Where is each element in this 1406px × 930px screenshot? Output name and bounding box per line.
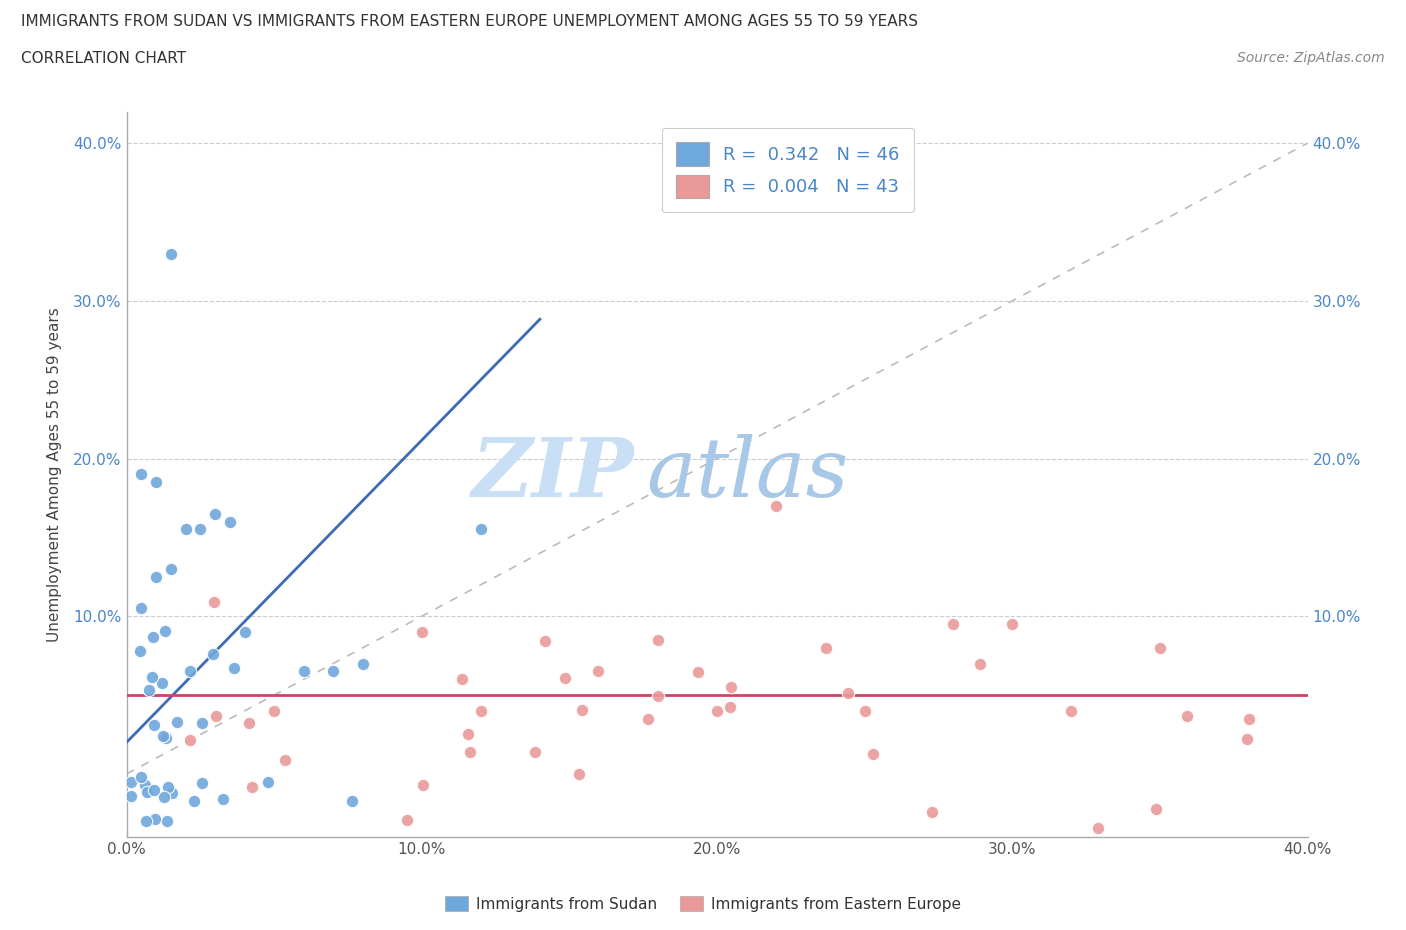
Point	[201, 646, 224, 661]
Point	[141, 670, 163, 684]
Point	[160, 786, 183, 801]
Point	[120, 775, 142, 790]
Point	[969, 657, 991, 671]
Point	[1060, 703, 1083, 718]
Text: ZIP: ZIP	[472, 434, 634, 514]
Point	[637, 712, 659, 727]
Point	[183, 794, 205, 809]
Point	[263, 703, 285, 718]
Point	[568, 767, 591, 782]
Point	[205, 709, 228, 724]
Text: IMMIGRANTS FROM SUDAN VS IMMIGRANTS FROM EASTERN EUROPE UNEMPLOYMENT AMONG AGES : IMMIGRANTS FROM SUDAN VS IMMIGRANTS FROM…	[21, 14, 918, 29]
Point	[120, 789, 142, 804]
Point	[1001, 617, 1024, 631]
Point	[211, 791, 233, 806]
Point	[160, 562, 183, 577]
Point	[143, 811, 166, 826]
Point	[174, 522, 197, 537]
Point	[155, 730, 177, 745]
Point	[706, 703, 728, 718]
Point	[145, 474, 167, 489]
Point	[1236, 732, 1258, 747]
Point	[240, 780, 263, 795]
Point	[257, 775, 280, 790]
Point	[160, 246, 183, 261]
Point	[814, 641, 837, 656]
Point	[190, 716, 212, 731]
Point	[647, 632, 669, 647]
Point	[765, 498, 787, 513]
Text: atlas: atlas	[647, 434, 849, 514]
Y-axis label: Unemployment Among Ages 55 to 59 years: Unemployment Among Ages 55 to 59 years	[46, 307, 62, 642]
Point	[166, 714, 188, 729]
Point	[222, 661, 245, 676]
Point	[150, 675, 173, 690]
Point	[191, 776, 214, 790]
Point	[142, 630, 165, 644]
Point	[458, 745, 481, 760]
Point	[395, 812, 418, 827]
Point	[837, 685, 859, 700]
Point	[411, 625, 433, 640]
Legend: Immigrants from Sudan, Immigrants from Eastern Europe: Immigrants from Sudan, Immigrants from E…	[439, 889, 967, 918]
Point	[921, 804, 943, 819]
Point	[292, 664, 315, 679]
Point	[129, 769, 152, 784]
Point	[129, 644, 152, 658]
Point	[451, 671, 474, 686]
Text: Source: ZipAtlas.com: Source: ZipAtlas.com	[1237, 51, 1385, 65]
Point	[1144, 802, 1167, 817]
Text: CORRELATION CHART: CORRELATION CHART	[21, 51, 186, 66]
Point	[135, 785, 157, 800]
Point	[152, 790, 174, 804]
Legend: R =  0.342   N = 46, R =  0.004   N = 43: R = 0.342 N = 46, R = 0.004 N = 43	[662, 128, 914, 212]
Point	[647, 688, 669, 703]
Point	[219, 514, 242, 529]
Point	[322, 664, 344, 679]
Point	[204, 594, 226, 609]
Point	[238, 715, 260, 730]
Point	[457, 726, 479, 741]
Point	[1149, 641, 1171, 656]
Point	[352, 656, 374, 671]
Point	[135, 814, 157, 829]
Point	[571, 702, 593, 717]
Point	[524, 745, 547, 760]
Point	[688, 665, 710, 680]
Point	[412, 777, 434, 792]
Point	[470, 703, 492, 718]
Point	[152, 728, 174, 743]
Point	[142, 783, 165, 798]
Point	[138, 683, 160, 698]
Point	[233, 625, 256, 640]
Point	[1237, 711, 1260, 726]
Point	[862, 746, 884, 761]
Point	[720, 680, 742, 695]
Point	[853, 703, 876, 718]
Point	[179, 664, 201, 679]
Point	[204, 506, 226, 521]
Point	[179, 732, 201, 747]
Point	[554, 671, 576, 685]
Point	[1087, 821, 1109, 836]
Point	[143, 717, 166, 732]
Point	[145, 569, 167, 584]
Point	[942, 617, 965, 631]
Point	[129, 601, 153, 616]
Point	[718, 699, 741, 714]
Point	[156, 779, 179, 794]
Point	[153, 623, 176, 638]
Point	[188, 522, 212, 537]
Point	[156, 814, 179, 829]
Point	[274, 752, 297, 767]
Point	[470, 522, 492, 537]
Point	[1175, 709, 1198, 724]
Point	[340, 793, 363, 808]
Point	[586, 663, 609, 678]
Point	[134, 777, 156, 792]
Point	[129, 467, 153, 482]
Point	[533, 633, 555, 648]
